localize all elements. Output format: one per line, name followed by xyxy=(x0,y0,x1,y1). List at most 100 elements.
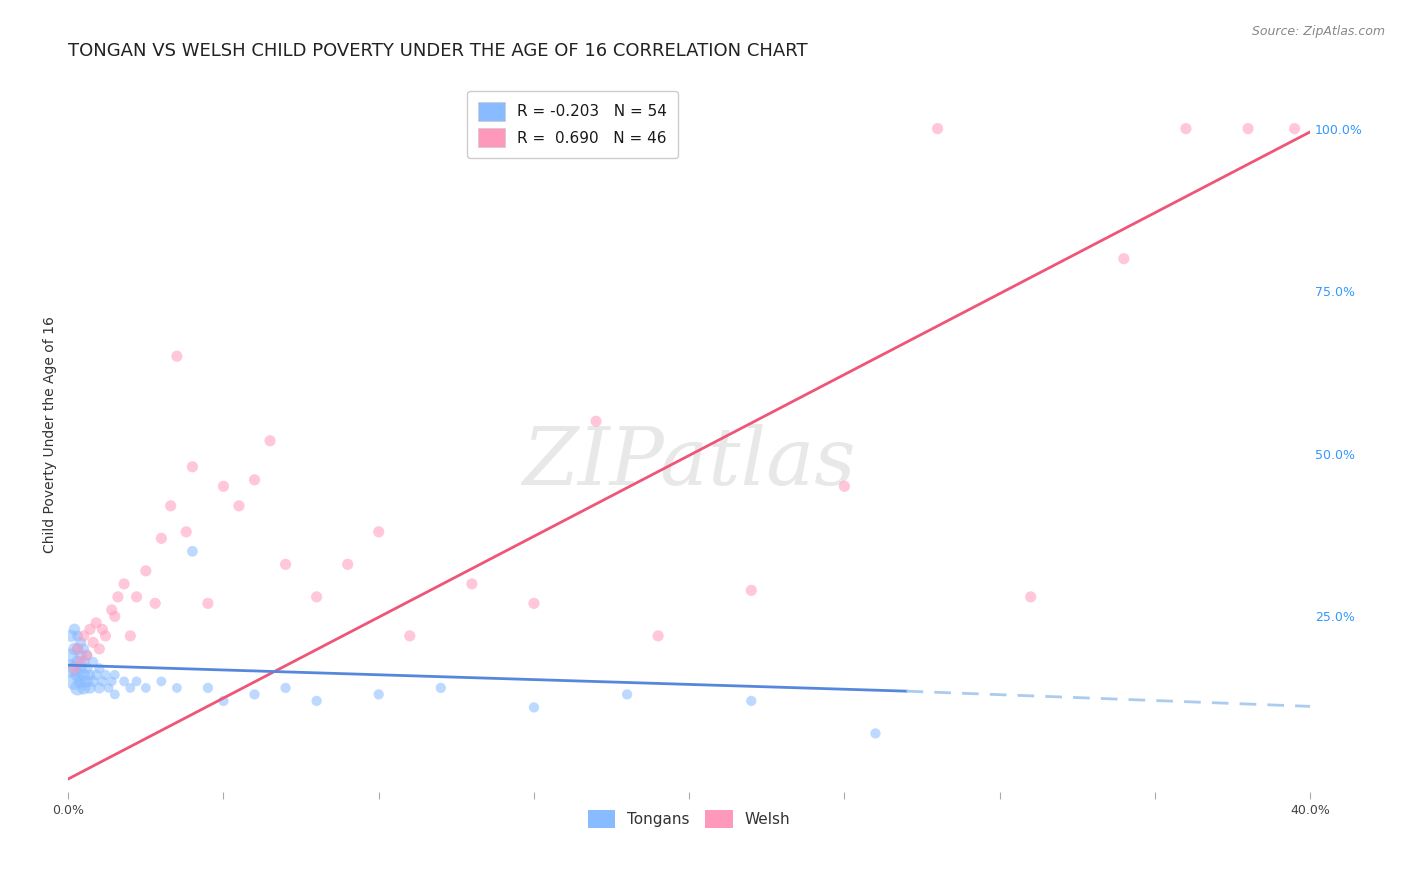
Point xyxy=(89,641,111,656)
Point xyxy=(63,661,86,675)
Point xyxy=(73,629,96,643)
Point xyxy=(79,668,101,682)
Point xyxy=(259,434,281,448)
Point xyxy=(63,641,86,656)
Point xyxy=(243,473,266,487)
Point xyxy=(60,648,83,663)
Point xyxy=(143,596,166,610)
Point xyxy=(94,668,117,682)
Point xyxy=(305,694,328,708)
Point xyxy=(73,655,96,669)
Point xyxy=(73,641,96,656)
Point xyxy=(73,668,96,682)
Point xyxy=(135,564,157,578)
Point xyxy=(1237,121,1260,136)
Point xyxy=(82,674,104,689)
Point xyxy=(166,681,188,695)
Text: ZIPatlas: ZIPatlas xyxy=(523,424,856,501)
Point xyxy=(1112,252,1135,266)
Point xyxy=(166,349,188,363)
Point xyxy=(69,655,91,669)
Y-axis label: Child Poverty Under the Age of 16: Child Poverty Under the Age of 16 xyxy=(44,316,58,553)
Point xyxy=(367,687,389,701)
Point xyxy=(107,590,129,604)
Point xyxy=(76,648,98,663)
Point xyxy=(197,681,219,695)
Point xyxy=(76,648,98,663)
Point xyxy=(1284,121,1306,136)
Point xyxy=(212,479,235,493)
Point xyxy=(398,629,420,643)
Point xyxy=(125,590,148,604)
Point xyxy=(174,524,197,539)
Point xyxy=(740,694,762,708)
Point xyxy=(274,681,297,695)
Point xyxy=(60,629,83,643)
Point xyxy=(89,661,111,675)
Point xyxy=(150,674,173,689)
Point xyxy=(82,655,104,669)
Point xyxy=(91,674,114,689)
Point xyxy=(104,609,127,624)
Point xyxy=(94,629,117,643)
Text: Source: ZipAtlas.com: Source: ZipAtlas.com xyxy=(1251,25,1385,38)
Text: TONGAN VS WELSH CHILD POVERTY UNDER THE AGE OF 16 CORRELATION CHART: TONGAN VS WELSH CHILD POVERTY UNDER THE … xyxy=(69,42,808,60)
Point xyxy=(100,674,122,689)
Point xyxy=(647,629,669,643)
Point xyxy=(125,674,148,689)
Point xyxy=(73,681,96,695)
Point xyxy=(79,623,101,637)
Point xyxy=(336,558,359,572)
Point xyxy=(430,681,453,695)
Point xyxy=(181,459,204,474)
Point xyxy=(1174,121,1197,136)
Point xyxy=(1019,590,1042,604)
Point xyxy=(243,687,266,701)
Point xyxy=(112,577,135,591)
Point xyxy=(97,681,120,695)
Point xyxy=(197,596,219,610)
Point xyxy=(69,661,91,675)
Point xyxy=(150,532,173,546)
Point xyxy=(82,635,104,649)
Point xyxy=(523,596,546,610)
Point xyxy=(84,668,107,682)
Point xyxy=(79,681,101,695)
Point xyxy=(91,623,114,637)
Point xyxy=(89,681,111,695)
Point xyxy=(84,615,107,630)
Point xyxy=(461,577,484,591)
Point xyxy=(66,655,89,669)
Point xyxy=(60,661,83,675)
Point xyxy=(927,121,949,136)
Point xyxy=(228,499,250,513)
Point xyxy=(63,623,86,637)
Point xyxy=(135,681,157,695)
Point xyxy=(69,648,91,663)
Point xyxy=(120,629,142,643)
Point xyxy=(100,603,122,617)
Point xyxy=(66,641,89,656)
Point xyxy=(181,544,204,558)
Point xyxy=(63,674,86,689)
Point xyxy=(585,414,607,428)
Point xyxy=(159,499,181,513)
Point xyxy=(66,641,89,656)
Point xyxy=(120,681,142,695)
Point xyxy=(865,726,887,740)
Legend: Tongans, Welsh: Tongans, Welsh xyxy=(582,804,797,834)
Point xyxy=(66,668,89,682)
Point xyxy=(274,558,297,572)
Point xyxy=(76,661,98,675)
Point xyxy=(69,635,91,649)
Point xyxy=(112,674,135,689)
Point xyxy=(66,681,89,695)
Point xyxy=(63,661,86,675)
Point xyxy=(740,583,762,598)
Point xyxy=(523,700,546,714)
Point xyxy=(104,687,127,701)
Point xyxy=(69,674,91,689)
Point xyxy=(367,524,389,539)
Point xyxy=(834,479,856,493)
Point xyxy=(104,668,127,682)
